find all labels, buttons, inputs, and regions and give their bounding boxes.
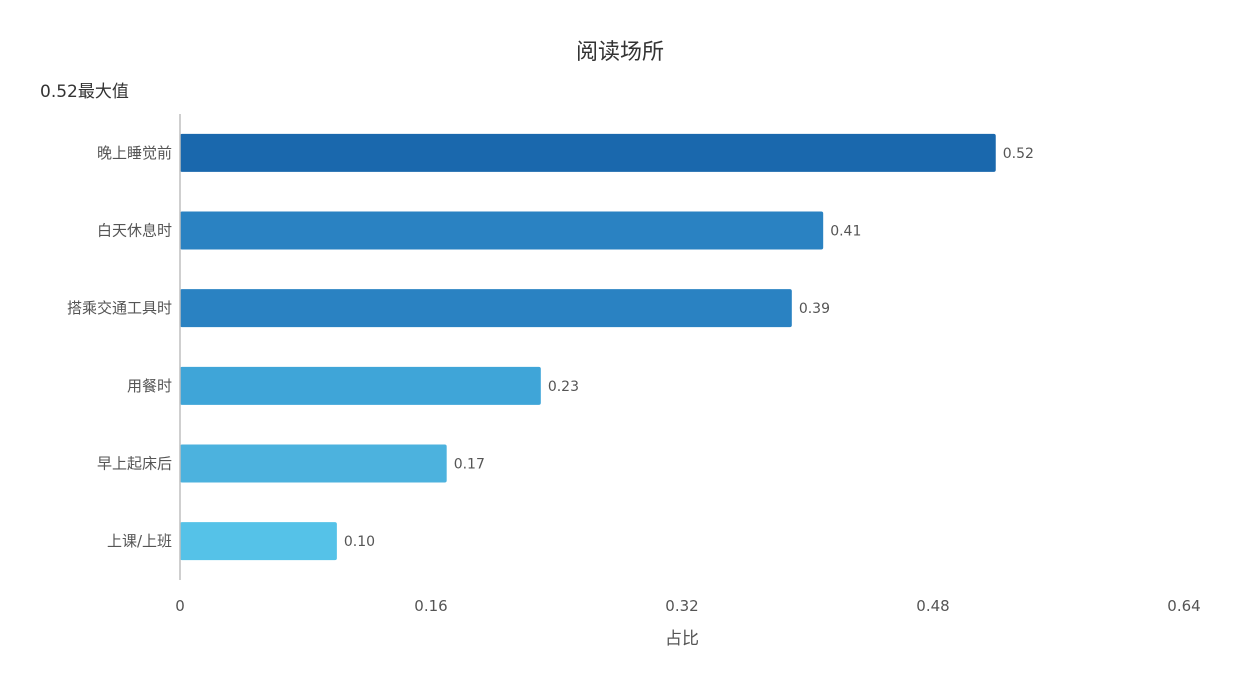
bar bbox=[180, 133, 996, 172]
value-label: 0.23 bbox=[548, 379, 579, 395]
x-tick-label: 0.16 bbox=[414, 597, 447, 615]
bars-group bbox=[180, 133, 996, 561]
bar bbox=[180, 522, 337, 561]
value-label: 0.41 bbox=[830, 224, 861, 240]
value-label: 0.17 bbox=[454, 457, 485, 473]
max-value-annotation: 0.52最大值 bbox=[40, 82, 129, 102]
category-label: 早上起床后 bbox=[97, 455, 172, 473]
x-axis-title: 占比 bbox=[665, 629, 699, 649]
x-tick-label: 0.32 bbox=[665, 597, 698, 615]
category-label: 搭乘交通工具时 bbox=[67, 299, 172, 317]
x-tick-labels-group: 0 0.16 0.32 0.48 0.64 bbox=[175, 597, 1200, 615]
bar bbox=[180, 211, 824, 250]
category-label: 上课/上班 bbox=[107, 532, 172, 550]
category-label: 白天休息时 bbox=[97, 222, 172, 240]
category-label: 用餐时 bbox=[127, 377, 172, 395]
x-tick-label: 0 bbox=[175, 597, 185, 615]
bar bbox=[180, 289, 792, 328]
value-label: 0.10 bbox=[344, 534, 375, 550]
value-label: 0.39 bbox=[799, 301, 830, 317]
value-labels-group: 0.52 0.41 0.39 0.23 0.17 0.10 bbox=[344, 146, 1034, 550]
x-tick-label: 0.48 bbox=[916, 597, 949, 615]
category-label: 晚上睡觉前 bbox=[97, 144, 172, 162]
value-label: 0.52 bbox=[1003, 146, 1034, 162]
x-tick-label: 0.64 bbox=[1167, 597, 1200, 615]
bar bbox=[180, 444, 447, 483]
bar bbox=[180, 366, 541, 405]
chart-title: 阅读场所 bbox=[575, 40, 664, 65]
